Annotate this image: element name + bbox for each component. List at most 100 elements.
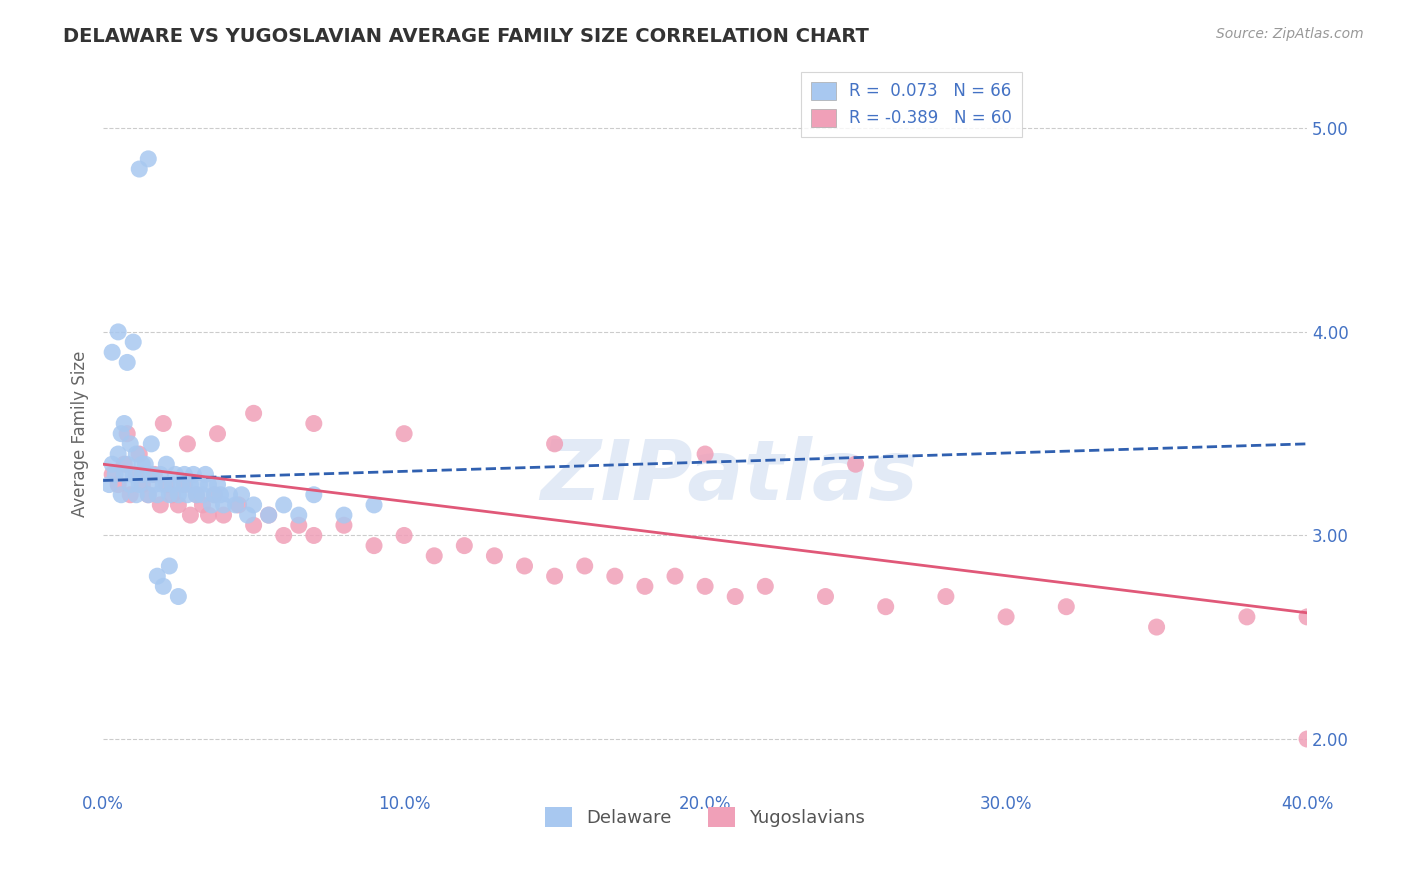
Point [363,498,385,512]
Text: DELAWARE VS YUGOSLAVIAN AVERAGE FAMILY SIZE CORRELATION CHART: DELAWARE VS YUGOSLAVIAN AVERAGE FAMILY S… [63,27,869,45]
Point [107,325,129,339]
Point [191,498,214,512]
Point [136,488,159,502]
Point [136,152,159,166]
Point [101,345,124,359]
Point [1296,610,1319,624]
Point [120,437,142,451]
Point [131,467,153,482]
Point [273,498,295,512]
Point [120,477,142,491]
Point [1054,599,1077,614]
Point [141,437,163,451]
Point [204,488,226,502]
Point [484,549,506,563]
Point [146,569,169,583]
Point [188,477,211,491]
Point [157,488,180,502]
Point [302,528,325,542]
Point [152,477,174,491]
Point [173,477,195,491]
Y-axis label: Average Family Size: Average Family Size [72,351,89,516]
Point [392,426,415,441]
Point [1296,732,1319,747]
Point [128,447,150,461]
Point [128,162,150,177]
Point [112,457,135,471]
Point [125,447,148,461]
Point [183,467,205,482]
Point [98,477,121,491]
Point [287,508,309,522]
Point [128,477,150,491]
Point [935,590,957,604]
Point [513,559,536,574]
Point [112,417,135,431]
Point [134,457,156,471]
Point [634,579,657,593]
Point [149,498,172,512]
Point [176,437,198,451]
Point [194,467,217,482]
Point [287,518,309,533]
Point [176,488,198,502]
Point [212,498,235,512]
Point [693,579,716,593]
Point [107,477,129,491]
Point [112,467,135,482]
Point [162,477,184,491]
Point [110,426,132,441]
Point [543,569,565,583]
Point [101,467,124,482]
Point [333,508,356,522]
Point [302,417,325,431]
Point [228,498,250,512]
Point [603,569,626,583]
Point [242,518,264,533]
Point [120,488,142,502]
Legend: Delaware, Yugoslavians: Delaware, Yugoslavians [537,800,873,834]
Point [162,488,184,502]
Point [693,447,716,461]
Point [179,508,201,522]
Point [122,467,145,482]
Point [167,488,190,502]
Point [453,539,475,553]
Point [191,488,214,502]
Point [423,549,446,563]
Point [107,447,129,461]
Point [754,579,776,593]
Point [273,528,295,542]
Point [115,355,138,369]
Point [143,467,166,482]
Text: Source: ZipAtlas.com: Source: ZipAtlas.com [1216,27,1364,41]
Point [207,426,229,441]
Point [186,488,208,502]
Point [157,559,180,574]
Point [131,457,153,471]
Point [845,457,868,471]
Point [814,590,837,604]
Point [242,498,264,512]
Point [302,488,325,502]
Point [218,488,240,502]
Point [167,590,190,604]
Point [875,599,897,614]
Point [125,467,148,482]
Point [197,477,219,491]
Point [242,406,264,420]
Point [231,488,253,502]
Point [143,477,166,491]
Point [1236,610,1258,624]
Point [173,467,195,482]
Point [574,559,596,574]
Point [155,477,177,491]
Point [125,488,148,502]
Point [146,488,169,502]
Point [141,467,163,482]
Point [179,477,201,491]
Point [170,477,193,491]
Point [363,539,385,553]
Point [101,457,124,471]
Point [149,467,172,482]
